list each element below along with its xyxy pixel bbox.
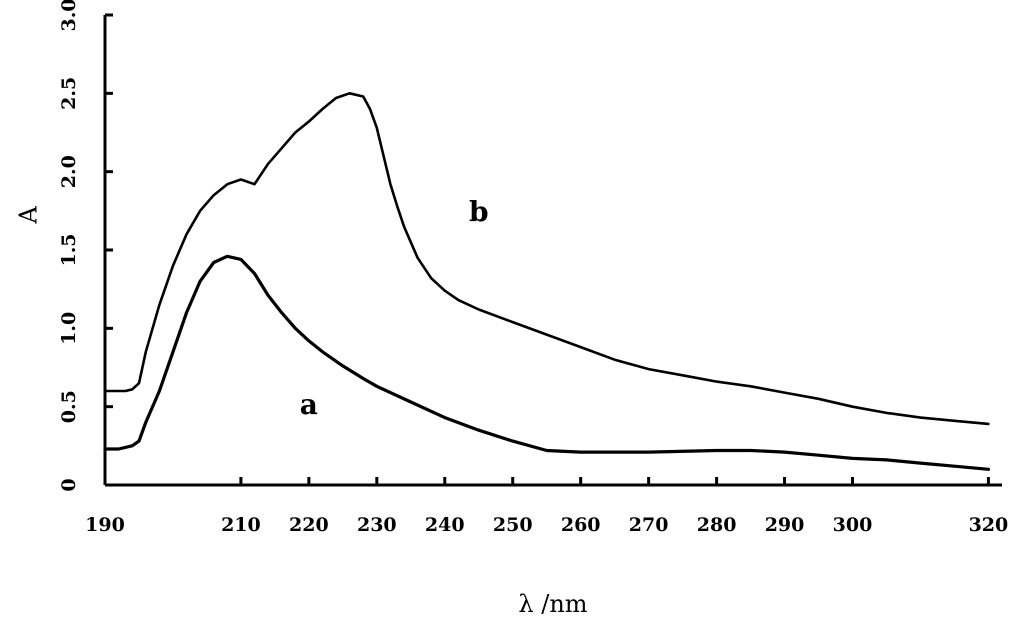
series-line-a bbox=[103, 254, 991, 471]
series-line-b bbox=[103, 92, 990, 426]
tick-labels: 0 0.5 1.0 1.5 2.0 2.5 3.0 190 210 220 230 240 250 260… bbox=[58, 0, 1008, 536]
x-tick-label: 190 bbox=[85, 514, 125, 536]
series-label-b: b bbox=[469, 195, 489, 228]
x-tick-label: 280 bbox=[697, 514, 737, 536]
series-lines bbox=[103, 92, 991, 471]
x-tick-label: 290 bbox=[765, 514, 805, 536]
x-tick-label: 250 bbox=[493, 514, 533, 536]
tick-marks bbox=[103, 13, 990, 487]
y-tick-label: 1.0 bbox=[58, 312, 80, 345]
y-tick-label: 1.5 bbox=[58, 233, 80, 266]
series-labels: ab bbox=[300, 195, 489, 421]
y-tick-label: 0.5 bbox=[58, 390, 80, 423]
x-tick-label: 320 bbox=[969, 514, 1009, 536]
y-tick-label: 2.5 bbox=[58, 77, 80, 110]
x-tick-label: 300 bbox=[833, 514, 873, 536]
x-tick-label: 210 bbox=[221, 514, 261, 536]
y-tick-label: 0 bbox=[58, 478, 80, 491]
y-axis-title: A bbox=[15, 206, 43, 225]
axes bbox=[103, 15, 1002, 487]
series-label-a: a bbox=[300, 388, 318, 421]
x-tick-label: 260 bbox=[561, 514, 601, 536]
x-axis-title: λ /nm bbox=[518, 590, 587, 618]
y-tick-label: 3.0 bbox=[58, 0, 80, 32]
y-tick-label: 2.0 bbox=[58, 155, 80, 188]
x-tick-label: 240 bbox=[425, 514, 465, 536]
x-tick-label: 270 bbox=[629, 514, 669, 536]
x-tick-label: 220 bbox=[289, 514, 329, 536]
x-tick-label: 230 bbox=[357, 514, 397, 536]
